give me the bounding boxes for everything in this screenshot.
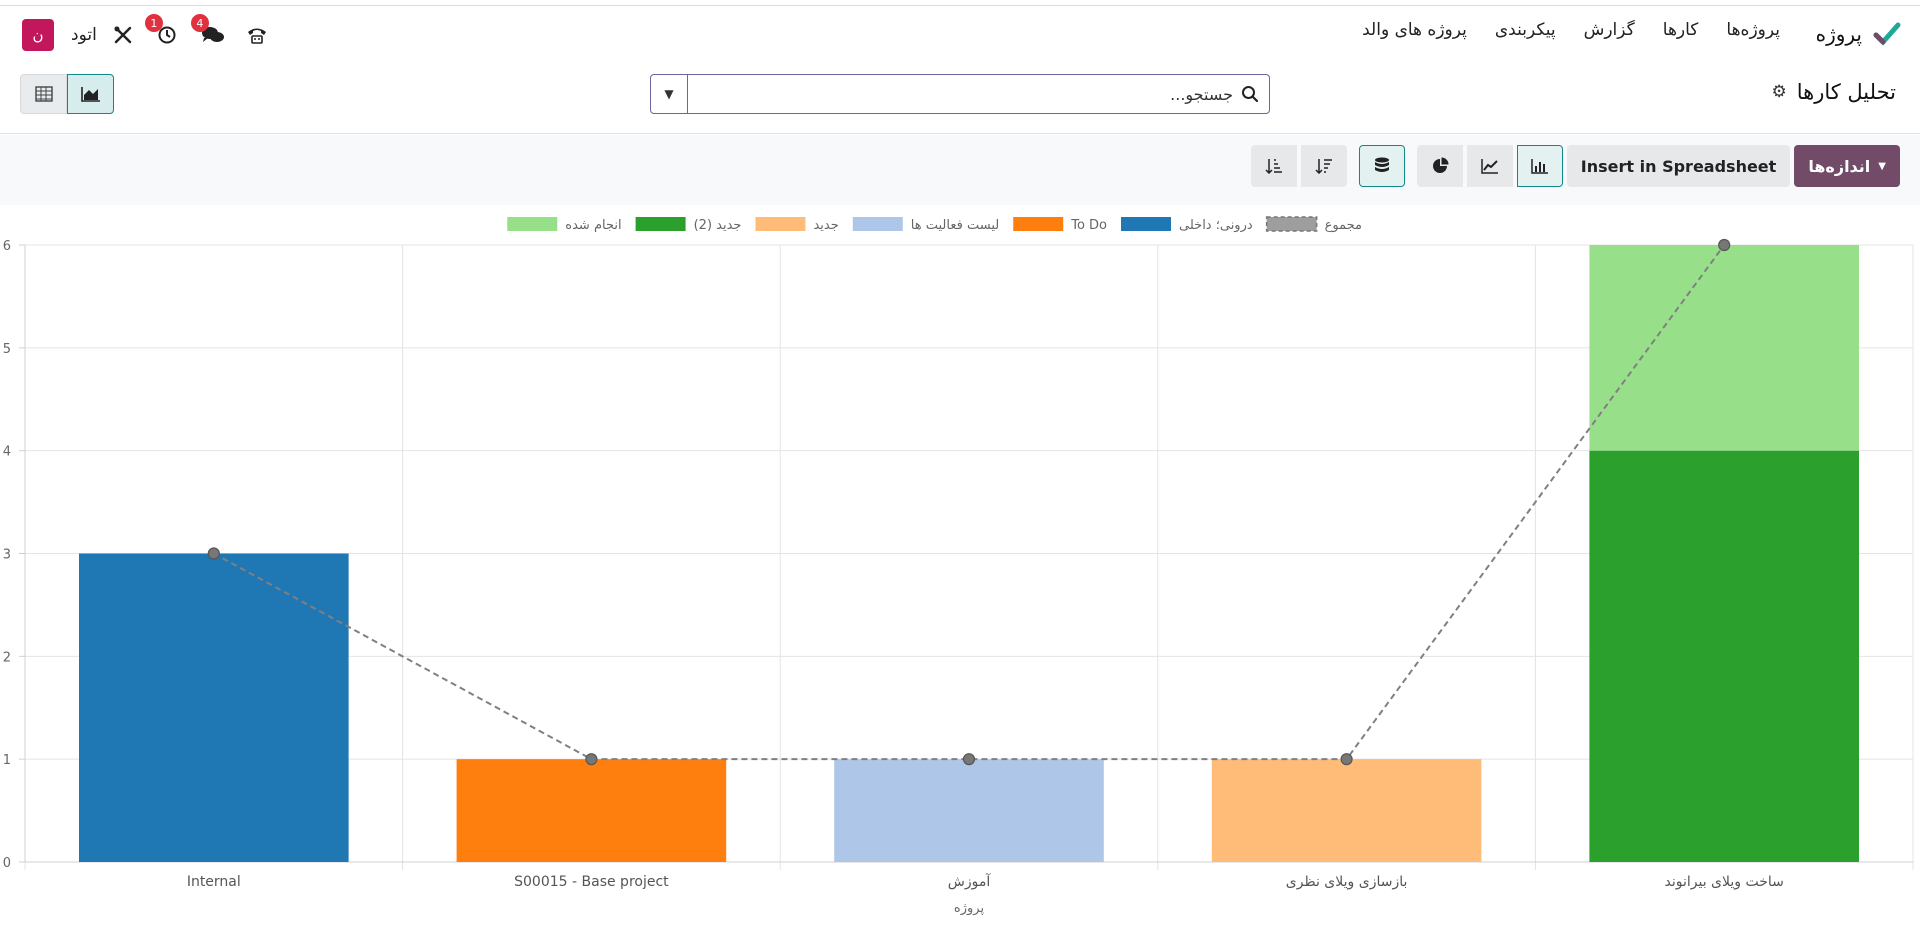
messages-icon[interactable]: 4	[190, 14, 227, 49]
y-tick-label: 4	[3, 445, 11, 460]
x-tick-label: Internal	[187, 874, 241, 890]
x-tick-label: آموزش	[948, 873, 992, 890]
gear-icon[interactable]: ⚙	[1771, 82, 1787, 102]
legend-label: To Do	[1070, 218, 1107, 233]
menu-item-parent-projects[interactable]: پروژه های والد	[1362, 20, 1467, 40]
main-navbar: پروژه پروژه‌ها کارها گزارش پیکربندی پروژ…	[0, 6, 1920, 62]
x-axis-title: پروژه	[954, 901, 985, 916]
measures-dropdown-button[interactable]: اندازه‌ها ▼	[1794, 145, 1900, 187]
page-title-text: تحلیل کارها	[1796, 80, 1896, 104]
window-top-border	[0, 0, 1920, 6]
caret-down-icon: ▼	[1878, 160, 1886, 172]
database-icon	[1374, 157, 1389, 172]
y-tick-label: 5	[3, 342, 11, 357]
legend-swatch	[852, 217, 903, 231]
legend-swatch	[635, 217, 686, 231]
total-point	[1718, 238, 1731, 252]
total-point	[962, 753, 976, 766]
total-line	[213, 244, 1726, 761]
legend-swatch	[507, 217, 558, 231]
search-input[interactable]	[713, 84, 1233, 104]
legend-swatch	[1121, 217, 1172, 231]
legend-swatch	[1265, 216, 1318, 232]
area-chart-icon	[80, 87, 100, 102]
search-options-toggle[interactable]: ▼	[651, 75, 688, 113]
activity-badge: 1	[144, 14, 163, 32]
y-tick-label: 2	[3, 650, 11, 665]
y-tick-label: 0	[3, 856, 11, 871]
search-bar: ▼	[650, 74, 1270, 114]
sort-descending-button[interactable]	[1300, 145, 1347, 187]
sort-ascending-icon	[1265, 159, 1282, 174]
activity-clock-icon[interactable]: 1	[144, 14, 181, 49]
legend-label: انجام شده	[565, 218, 621, 233]
company-name[interactable]: اتود	[71, 25, 97, 45]
bar-segment	[1589, 450, 1860, 862]
sort-ascending-button[interactable]	[1250, 145, 1297, 187]
top-menu: پروژه‌ها کارها گزارش پیکربندی پروژه های …	[1362, 20, 1780, 40]
legend-swatch	[755, 217, 806, 231]
pivot-view-button[interactable]	[20, 74, 67, 114]
pie-chart-icon	[1432, 157, 1449, 173]
bar-segment	[1211, 759, 1482, 862]
x-tick-label: ساخت ویلای بیرانوند	[1665, 874, 1784, 890]
legend-label: لیست فعالیت ها	[911, 218, 999, 233]
legend-label: درونی؛ داخلی	[1179, 218, 1253, 233]
systray: ن اتود 1 4	[22, 14, 271, 52]
measures-label: اندازه‌ها	[1808, 156, 1871, 176]
view-switcher	[20, 74, 114, 114]
control-panel: تحلیل کارها ⚙ ▼	[0, 62, 1920, 134]
pie-chart-button[interactable]	[1416, 145, 1463, 187]
insert-spreadsheet-button[interactable]: Insert in Spreadsheet	[1566, 145, 1791, 187]
search-icon[interactable]	[1241, 85, 1259, 103]
graph-toolbar: اندازه‌ها ▼ Insert in Spreadsheet	[0, 135, 1920, 205]
menu-item-tasks[interactable]: کارها	[1662, 20, 1699, 40]
messages-badge: 4	[190, 14, 209, 32]
table-icon	[34, 86, 53, 102]
bar-chart-button[interactable]	[1516, 145, 1563, 187]
menu-item-reporting[interactable]: گزارش	[1583, 20, 1635, 40]
legend-label: جدید	[813, 218, 838, 233]
x-tick-label: S00015 - Base project	[514, 874, 669, 890]
legend-label: مجموع	[1325, 218, 1362, 233]
menu-item-configuration[interactable]: پیکربندی	[1494, 20, 1556, 40]
y-tick-label: 1	[3, 753, 11, 768]
bar-segment	[834, 759, 1104, 862]
app-brand[interactable]: پروژه	[1816, 18, 1902, 50]
bar-chart-icon	[1531, 159, 1548, 174]
page-title: تحلیل کارها ⚙	[1771, 80, 1896, 104]
phone-icon[interactable]	[243, 21, 271, 49]
graph-view-button[interactable]	[67, 74, 114, 114]
bar-segment	[78, 553, 349, 862]
x-tick-label: بازسازی ویلای نظری	[1286, 874, 1408, 890]
legend-label: جدید (2)	[694, 218, 742, 233]
y-tick-label: 3	[3, 548, 11, 563]
project-app-icon	[1873, 22, 1901, 46]
bar-segment	[1589, 245, 1860, 451]
debug-tools-icon[interactable]	[109, 21, 137, 49]
user-avatar[interactable]: ن	[22, 19, 54, 51]
search-field	[688, 75, 1269, 113]
total-point	[1340, 753, 1353, 766]
y-tick-label: 6	[3, 239, 11, 254]
sort-descending-icon	[1315, 159, 1332, 174]
app-name[interactable]: پروژه	[1815, 22, 1862, 46]
line-chart-button[interactable]	[1466, 145, 1513, 187]
menu-item-projects[interactable]: پروژه‌ها	[1726, 20, 1780, 40]
total-point	[585, 753, 598, 766]
stacked-toggle-button[interactable]	[1358, 145, 1405, 187]
project-task-bar-chart: 0 1 2 3 4 5 6 Internal S00015 - Base project آموز…	[3, 216, 1914, 916]
total-point	[207, 547, 220, 560]
line-chart-icon	[1481, 159, 1498, 174]
legend-swatch	[1013, 217, 1064, 231]
bar-segment	[456, 759, 727, 862]
